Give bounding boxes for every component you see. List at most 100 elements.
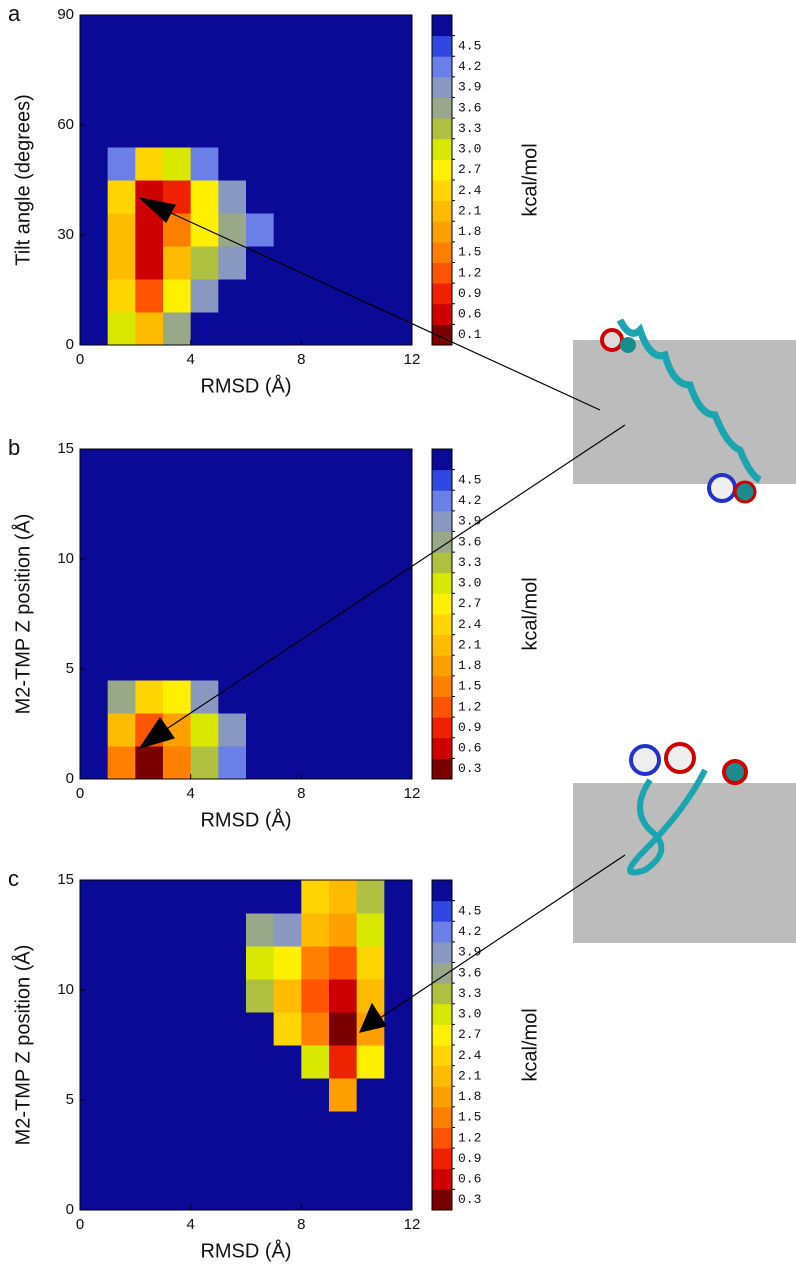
energy-cell [246, 946, 275, 980]
colorbar-label: kcal/mol [519, 143, 541, 216]
colorbar-band [432, 900, 452, 922]
energy-cell [190, 1111, 219, 1145]
energy-cell [246, 1012, 275, 1046]
helix [627, 768, 708, 876]
energy-cell [356, 213, 385, 247]
energy-cell [273, 548, 302, 582]
colorbar-tick-label: 3.6 [458, 965, 481, 980]
energy-cell [329, 713, 358, 747]
x-tick-label: 4 [186, 785, 194, 802]
energy-cell [163, 1177, 192, 1211]
energy-cell [190, 1144, 219, 1178]
energy-cell [329, 279, 358, 313]
energy-cell [301, 279, 330, 313]
energy-cell [135, 1045, 164, 1079]
energy-cell [80, 614, 109, 648]
energy-cell [329, 913, 358, 947]
colorbar-band [432, 449, 452, 471]
x-tick-label: 4 [186, 351, 194, 368]
energy-cell [246, 913, 275, 947]
colorbar-band [432, 303, 452, 325]
x-tick-label: 12 [404, 785, 421, 802]
energy-cell [107, 1078, 136, 1112]
colorbar-tick-label: 0.9 [458, 286, 481, 301]
energy-cell [80, 15, 109, 49]
energy-cell [80, 647, 109, 681]
colorbar-tick-label: 1.2 [458, 265, 481, 280]
energy-cell [246, 279, 275, 313]
colorbar-band [432, 97, 452, 119]
energy-cell [384, 614, 413, 648]
energy-cell [329, 15, 358, 49]
atom [707, 473, 737, 503]
energy-cell [190, 1177, 219, 1211]
energy-cell [273, 880, 302, 914]
energy-cell [80, 1177, 109, 1211]
energy-cell [163, 1045, 192, 1079]
energy-cell [218, 1111, 247, 1145]
energy-cell [273, 1111, 302, 1145]
energy-cell [384, 1078, 413, 1112]
energy-cell [301, 713, 330, 747]
energy-cell [218, 1045, 247, 1079]
energy-cell [135, 482, 164, 516]
energy-cell [135, 1078, 164, 1112]
colorbar-band [432, 1189, 452, 1211]
colorbar-tick-label: 3.0 [458, 576, 481, 591]
colorbar-label: kcal/mol [519, 577, 541, 650]
y-tick-label: 10 [57, 981, 74, 998]
energy-cell [329, 946, 358, 980]
colorbar-tick-label: 2.4 [458, 1048, 482, 1063]
colorbar-band [432, 1106, 452, 1128]
energy-cell [246, 614, 275, 648]
energy-cell [356, 680, 385, 714]
x-axis-label: RMSD (Å) [200, 374, 291, 397]
x-axis-label: RMSD (Å) [200, 808, 291, 831]
energy-cell [190, 647, 219, 681]
colorbar-tick-label: 1.8 [458, 1089, 481, 1104]
energy-cell [273, 48, 302, 82]
energy-cell [218, 581, 247, 615]
x-tick-label: 0 [76, 1216, 84, 1233]
energy-cell [246, 979, 275, 1013]
colorbar-band [432, 159, 452, 181]
energy-cell [301, 312, 330, 346]
membrane [573, 340, 796, 484]
energy-cell [135, 1012, 164, 1046]
energy-cell [246, 1045, 275, 1079]
energy-cell [135, 213, 164, 247]
atom [664, 742, 696, 774]
energy-cell [246, 647, 275, 681]
energy-cell [384, 515, 413, 549]
energy-cell [246, 213, 275, 247]
energy-cell [273, 312, 302, 346]
energy-cell [190, 880, 219, 914]
energy-cell [163, 746, 192, 780]
colorbar-band [432, 614, 452, 636]
energy-cell [384, 15, 413, 49]
energy-cell [135, 81, 164, 115]
energy-cell [135, 1177, 164, 1211]
y-tick-label: 10 [57, 550, 74, 567]
energy-cell [107, 482, 136, 516]
energy-cell [218, 1177, 247, 1211]
y-tick-label: 0 [66, 770, 74, 787]
energy-cell [190, 713, 219, 747]
colorbar-tick-label: 2.7 [458, 162, 481, 177]
colorbar-label: kcal/mol [519, 1008, 541, 1081]
colorbar-band [432, 880, 452, 902]
arrowhead [358, 1002, 387, 1033]
energy-cell [80, 312, 109, 346]
energy-cell [301, 449, 330, 483]
energy-cell [246, 449, 275, 483]
colorbar-band [432, 675, 452, 697]
energy-cell [301, 15, 330, 49]
energy-cell [246, 1177, 275, 1211]
plot-frame [79, 14, 413, 346]
energy-cell [107, 312, 136, 346]
colorbar-tick-label: 0.3 [458, 761, 481, 776]
atom [629, 744, 661, 776]
energy-cell [218, 1012, 247, 1046]
y-tick-label: 5 [66, 1091, 74, 1108]
colorbar-tick-label: 0.6 [458, 1172, 481, 1187]
